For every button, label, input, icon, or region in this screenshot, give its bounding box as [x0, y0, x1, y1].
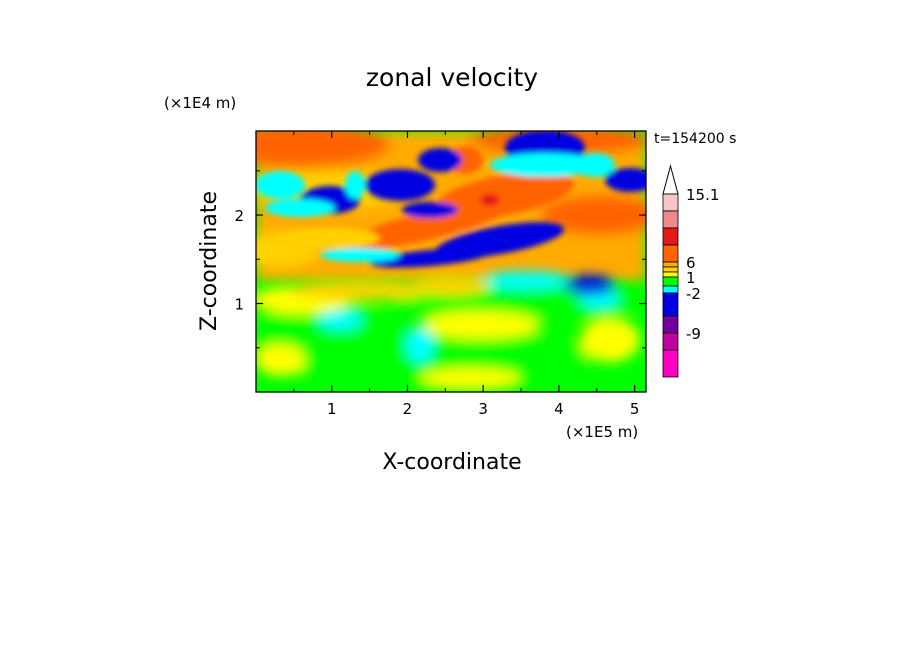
colorbar-segment: [662, 271, 679, 278]
colorbar-label: 15.1: [686, 186, 719, 204]
colorbar-segment: [662, 349, 679, 378]
x-tick-label: 4: [554, 400, 564, 418]
colorbar-segment: [662, 266, 679, 273]
colorbar-segment: [662, 315, 679, 334]
y-unit-label: (×1E4 m): [164, 94, 236, 112]
field-jets: [256, 131, 646, 268]
x-axis-label: X-coordinate: [382, 450, 521, 475]
x-tick-label: 1: [327, 400, 337, 418]
x-tick-label: 2: [403, 400, 413, 418]
colorbar-segment: [662, 227, 679, 246]
colorbar-segment: [662, 285, 679, 294]
colorbar-segment: [662, 244, 679, 263]
y-tick-label: 1: [234, 296, 244, 314]
y-axis-label: Z-coordinate: [197, 191, 222, 331]
colorbar-segment: [662, 332, 679, 351]
x-unit-label: (×1E5 m): [566, 423, 638, 441]
colorbar: 15.1 61-2 -9: [662, 164, 719, 378]
field-lower-region: [256, 271, 646, 392]
time-label: t=154200 s: [654, 131, 736, 147]
colorbar-segment: [662, 193, 679, 212]
y-axis-ticks: 12: [234, 170, 646, 349]
colorbar-segment: [662, 210, 679, 229]
colorbar-label: -2: [686, 285, 701, 303]
chart-title: zonal velocity: [366, 63, 538, 92]
colorbar-segment: [662, 292, 679, 317]
colorbar-label: 6: [686, 254, 696, 272]
colorbar-segment: [662, 276, 679, 287]
heatmap-field: [256, 131, 646, 392]
x-tick-label: 3: [478, 400, 488, 418]
colorbar-extension-arrow: [662, 164, 679, 195]
colorbar-segment: [662, 261, 679, 268]
x-tick-label: 5: [630, 400, 640, 418]
x-axis-ticks: 1 2 3 4 5: [293, 131, 640, 418]
colorbar-label: -9: [686, 325, 701, 343]
colorbar-label: 1: [686, 269, 696, 287]
plot-frame: [255, 130, 647, 393]
y-tick-label: 2: [234, 207, 244, 225]
